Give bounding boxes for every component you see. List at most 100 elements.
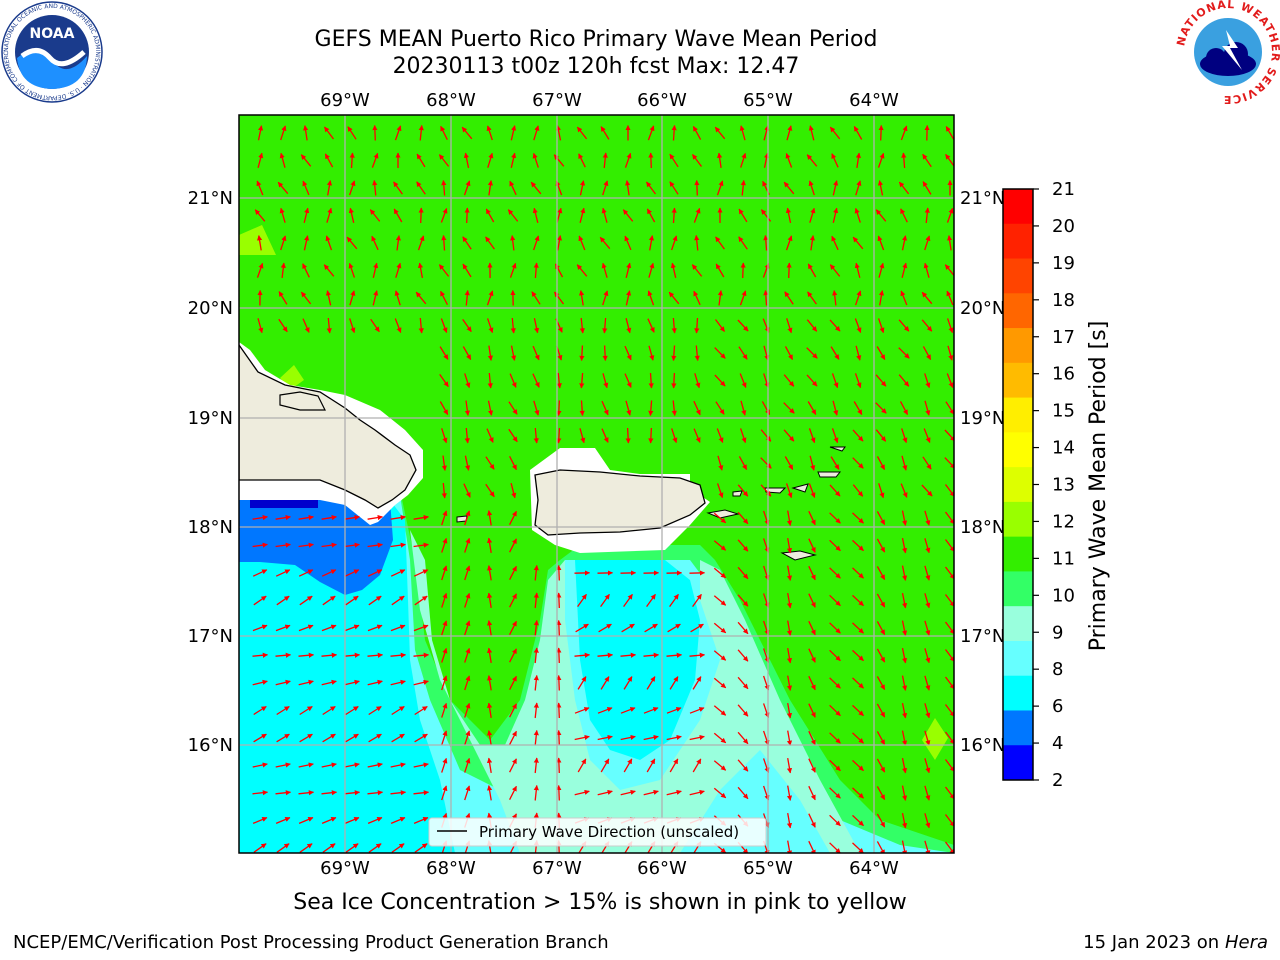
wave-direction-arrow (345, 705, 359, 716)
wave-direction-arrow (367, 569, 383, 577)
wave-direction-arrow (487, 400, 494, 416)
wave-direction-arrow (533, 619, 539, 636)
wave-direction-arrow (944, 511, 954, 525)
wave-direction-arrow (321, 817, 337, 824)
wave-direction-arrow (646, 208, 656, 223)
wave-direction-arrow (783, 374, 795, 387)
colorbar-tick-label: 12 (1052, 511, 1075, 532)
wave-direction-arrow (275, 624, 291, 632)
lon-label-bottom: 66°W (637, 858, 687, 879)
wave-direction-arrow (944, 264, 954, 277)
wave-direction-arrow (441, 785, 448, 801)
wave-direction-arrow (533, 262, 539, 279)
wave-direction-arrow (876, 538, 886, 553)
wave-direction-arrow (390, 652, 407, 658)
lon-label-top: 64°W (849, 90, 899, 111)
wave-direction-arrow (875, 374, 887, 387)
wave-direction-arrow (346, 236, 358, 250)
wave-direction-arrow (508, 428, 518, 443)
wave-direction-arrow (924, 538, 931, 554)
wave-direction-arrow (486, 125, 493, 141)
wave-direction-arrow (947, 235, 953, 251)
colorbar: 21 20 19 18 17 16 15 14 13 12 11 10 9 8 6 4 2 (1002, 179, 1075, 791)
wave-direction-arrow (486, 702, 493, 719)
wave-direction-arrow (763, 234, 769, 251)
wave-direction-arrow (646, 758, 656, 773)
wave-direction-arrow (533, 564, 539, 581)
wave-direction-arrow (713, 705, 727, 716)
wave-direction-arrow (852, 512, 864, 524)
wave-direction-arrow (556, 674, 562, 691)
wave-direction-arrow (413, 569, 429, 577)
wave-direction-arrow (624, 152, 632, 168)
wave-direction-arrow (300, 291, 312, 305)
wave-direction-arrow (852, 677, 864, 689)
wave-direction-arrow (643, 652, 660, 658)
lon-label-bottom: 69°W (320, 858, 370, 879)
colorbar-swatch (1003, 397, 1033, 433)
wave-direction-arrow (763, 152, 770, 168)
wave-direction-arrow (901, 510, 908, 526)
wave-direction-arrow (829, 594, 841, 607)
wave-direction-arrow (394, 125, 402, 141)
wave-direction-arrow (808, 675, 816, 691)
wave-direction-arrow (487, 152, 494, 168)
wave-direction-arrow (486, 537, 493, 554)
wave-direction-arrow (785, 235, 793, 251)
wave-direction-arrow (413, 652, 430, 658)
wave-direction-arrow (739, 290, 747, 306)
wave-direction-arrow (414, 733, 428, 743)
wave-direction-arrow (602, 317, 608, 334)
wave-direction-arrow (648, 345, 655, 361)
lat-label-right: 20°N (960, 298, 1005, 319)
wave-direction-arrow (372, 262, 379, 278)
wave-direction-arrows (252, 124, 954, 853)
wave-direction-arrow (553, 291, 565, 305)
wave-direction-arrow (344, 514, 360, 521)
wave-direction-arrow (298, 569, 314, 577)
wave-direction-arrow (876, 511, 886, 526)
wave-direction-arrow (574, 789, 590, 796)
wave-direction-arrow (395, 262, 402, 278)
wave-direction-arrow (738, 236, 748, 250)
wave-direction-arrow (464, 400, 470, 416)
wave-direction-arrow (667, 623, 681, 633)
wave-direction-arrow (737, 704, 749, 717)
wave-direction-arrow (395, 235, 401, 251)
wave-direction-arrow (440, 318, 448, 333)
wave-direction-arrow (348, 207, 355, 223)
wave-direction-arrow (325, 235, 333, 251)
wave-direction-arrow (808, 538, 816, 553)
wave-direction-arrow (257, 125, 264, 141)
wave-direction-arrow (877, 152, 885, 168)
wave-direction-arrow (832, 290, 838, 306)
wave-direction-arrow (689, 652, 706, 658)
wave-direction-arrow (944, 841, 954, 853)
wave-direction-arrow (347, 126, 357, 140)
colorbar-swatch (1003, 675, 1033, 711)
wave-direction-arrow (486, 730, 493, 746)
wave-direction-arrow (713, 567, 727, 579)
wave-direction-arrow (900, 125, 908, 141)
wave-direction-arrow (763, 125, 770, 141)
wave-direction-arrow (854, 373, 862, 389)
wave-direction-arrow (486, 565, 493, 581)
wave-direction-arrow (302, 318, 310, 333)
land-culebra (732, 490, 743, 497)
wave-direction-arrow (601, 428, 609, 443)
wave-direction-arrow (831, 428, 839, 444)
wave-direction-arrow (945, 126, 954, 140)
wave-direction-arrow (602, 373, 609, 389)
wave-direction-arrow (510, 483, 517, 499)
wave-direction-arrow (783, 429, 795, 442)
wave-direction-arrow (668, 291, 680, 305)
wave-direction-arrow (829, 842, 841, 853)
wave-direction-arrow (829, 512, 841, 524)
wave-direction-arrow (463, 483, 471, 498)
wave-direction-arrow (578, 153, 586, 168)
wave-direction-arrow (901, 647, 908, 664)
wave-direction-arrow (576, 264, 588, 277)
colorbar-swatch (1003, 293, 1033, 329)
wave-direction-arrow (576, 126, 588, 140)
